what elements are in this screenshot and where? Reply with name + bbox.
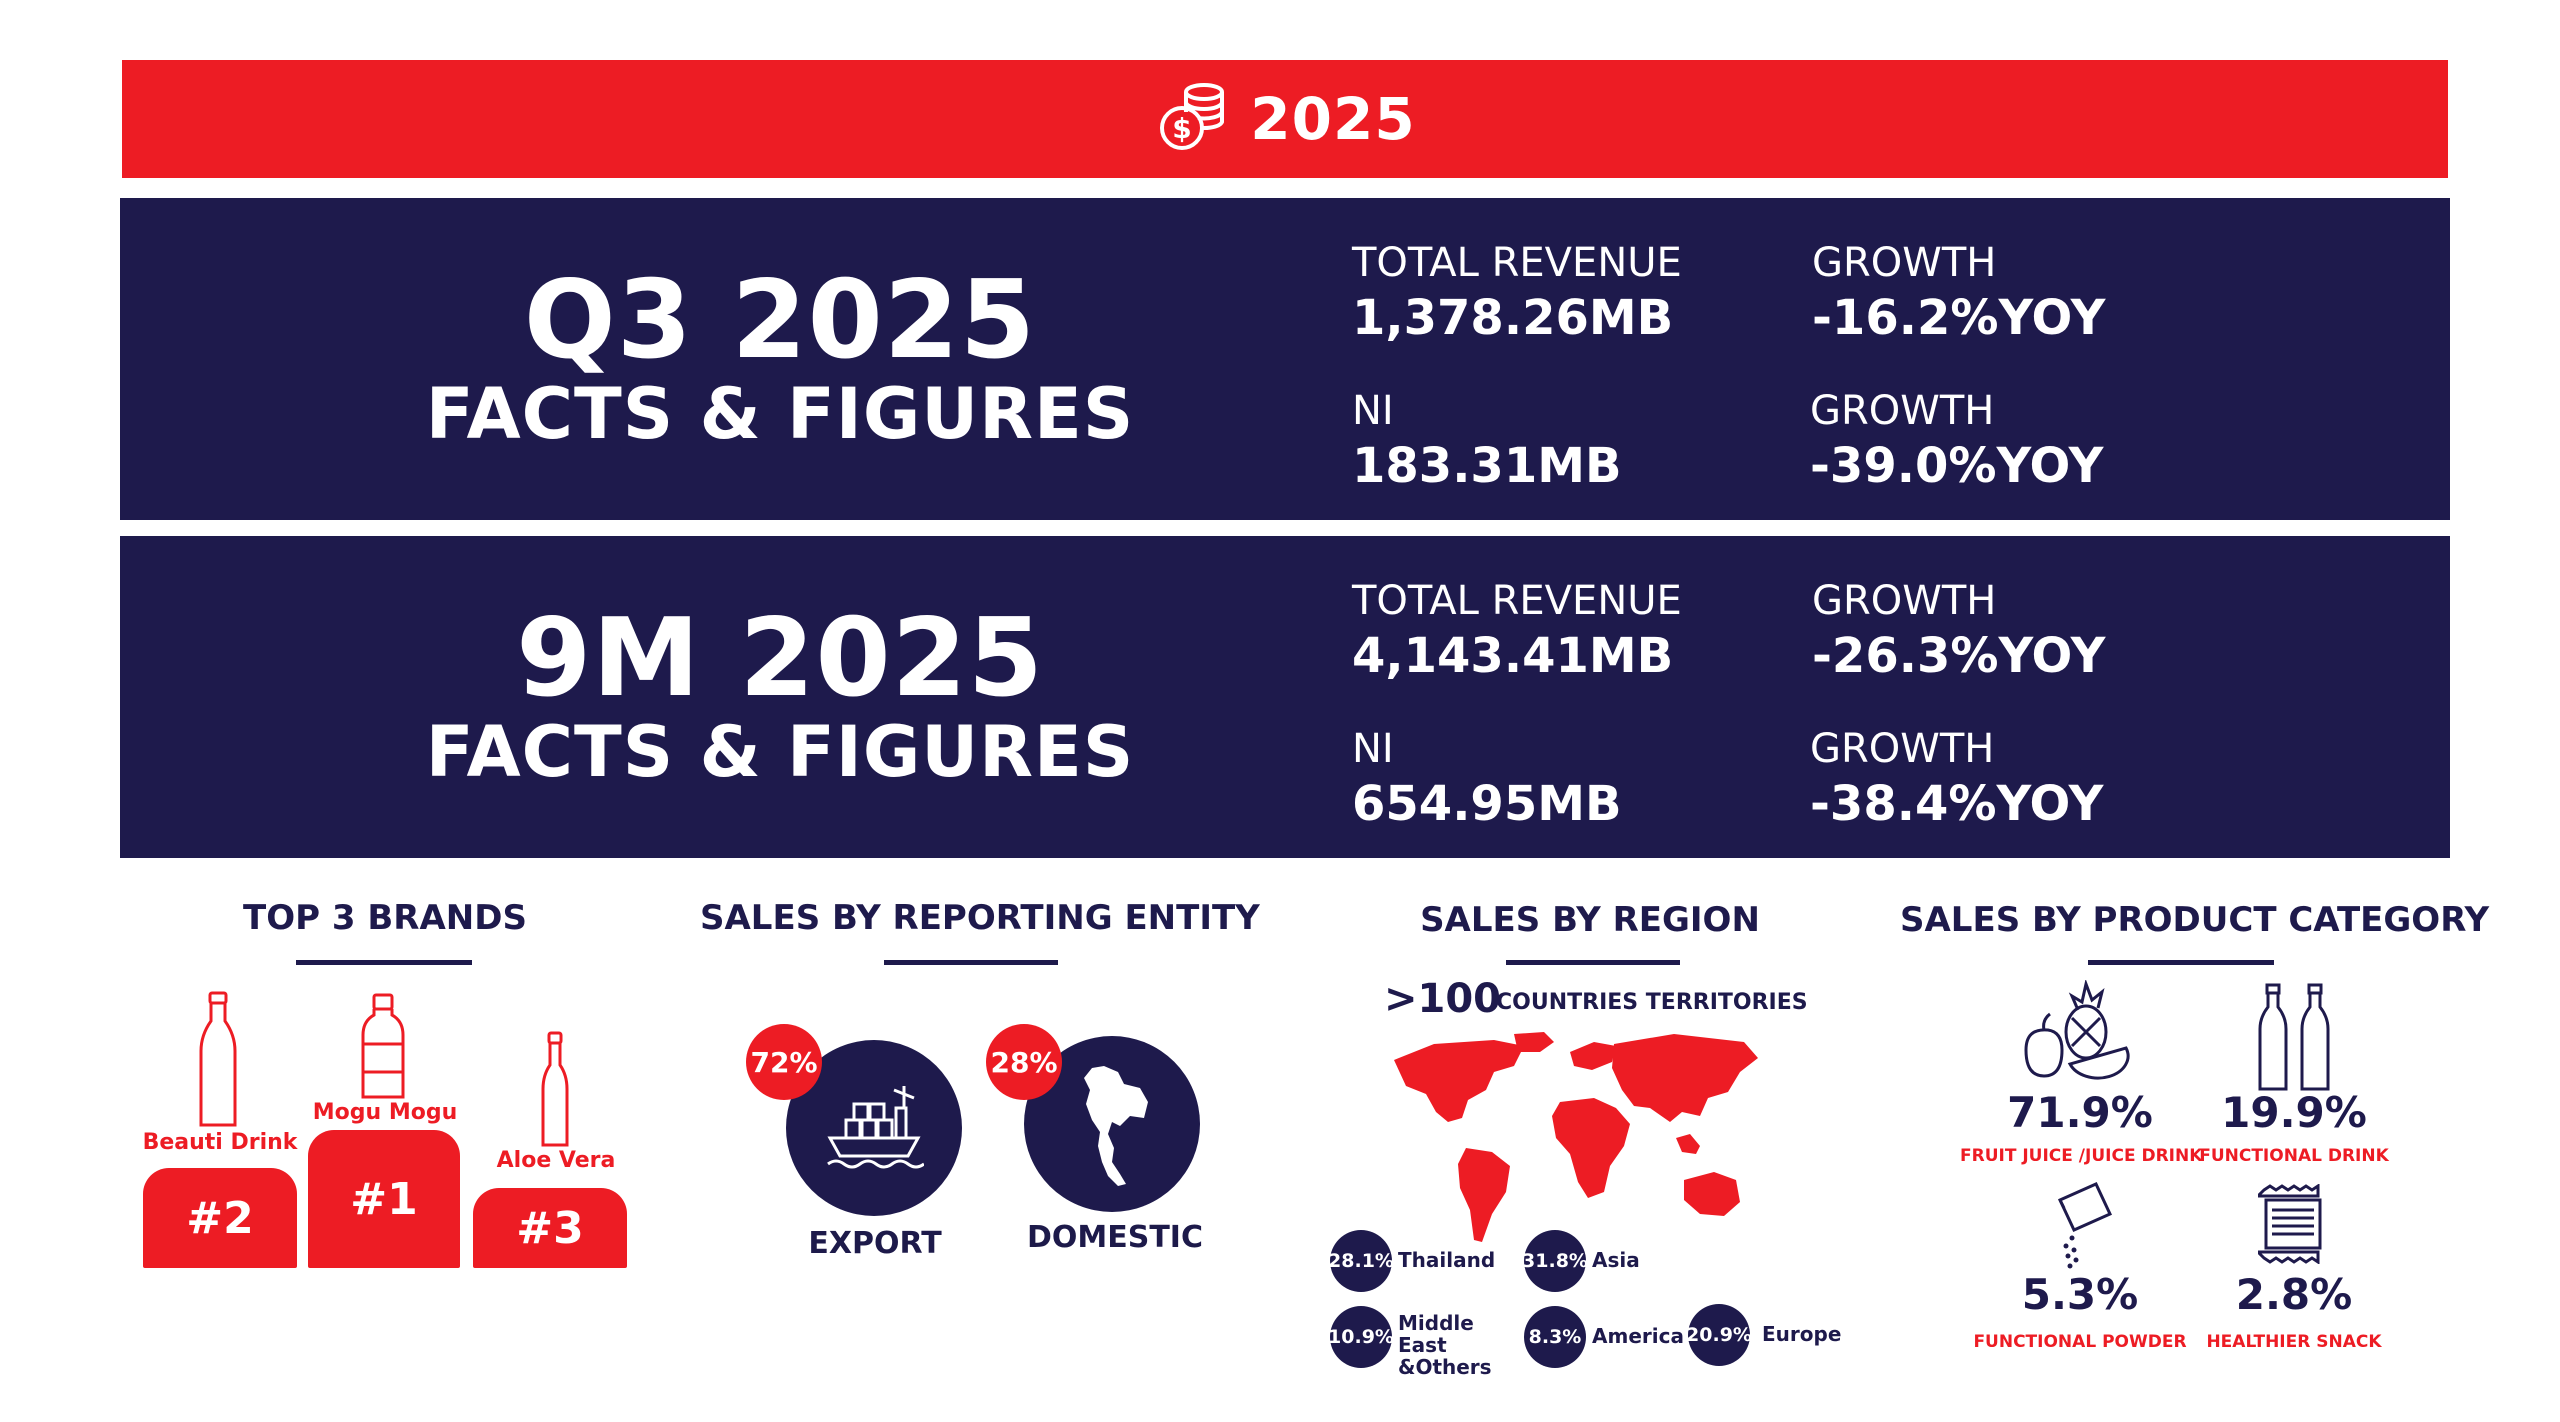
domestic-label: DOMESTIC xyxy=(1026,1220,1203,1255)
cargo-ship-icon xyxy=(824,1080,925,1174)
nine-month-ni-growth-label: GROWTH xyxy=(1810,726,1995,772)
podium-second: #2 xyxy=(143,1168,297,1268)
region-count: >100 xyxy=(1384,976,1502,1022)
coins-dollar-icon: $ xyxy=(1154,78,1232,160)
region-thailand-name: Thailand xyxy=(1398,1248,1496,1272)
reporting-entity-underline xyxy=(884,960,1058,965)
nine-month-title: 9M 2025 xyxy=(516,596,1044,721)
nine-month-revenue-label: TOTAL REVENUE xyxy=(1352,578,1682,624)
region-middle-east-pct-badge: 10.9% xyxy=(1328,1306,1394,1368)
bottles-icon xyxy=(2254,982,2334,1096)
export-pct: 72% xyxy=(750,1045,818,1079)
nine-month-revenue-growth-label: GROWTH xyxy=(1812,578,1997,624)
banner-year: 2025 xyxy=(1250,85,1416,153)
region-europe-pct-badge: 20.9% xyxy=(1686,1304,1752,1366)
podium-third: #3 xyxy=(473,1188,627,1268)
q3-revenue-label: TOTAL REVENUE xyxy=(1352,240,1682,286)
nine-month-ni-value: 654.95MB xyxy=(1352,776,1622,832)
brand-second-name: Beauti Drink xyxy=(142,1130,298,1155)
category-powder-pct: 5.3% xyxy=(2021,1270,2139,1319)
region-europe-name: Europe xyxy=(1762,1322,1842,1346)
beauti-drink-bottle-icon xyxy=(197,990,239,1134)
world-map xyxy=(1384,1030,1764,1254)
podium-first-rank: #1 xyxy=(350,1173,418,1225)
top-brands-underline xyxy=(296,960,472,965)
powder-sachet-icon xyxy=(2052,1180,2122,1274)
region-america-name: America xyxy=(1592,1324,1684,1348)
brand-first-name: Mogu Mogu xyxy=(312,1100,458,1125)
region-thailand-pct: 28.1% xyxy=(1328,1250,1394,1272)
export-label: EXPORT xyxy=(808,1226,942,1261)
nine-month-revenue-value: 4,143.41MB xyxy=(1352,628,1674,684)
region-middle-east-pct: 10.9% xyxy=(1328,1326,1394,1348)
region-america-pct-badge: 8.3% xyxy=(1524,1306,1586,1368)
region-asia-name: Asia xyxy=(1592,1248,1640,1272)
q3-title: Q3 2025 xyxy=(523,258,1037,383)
nine-month-ni-growth-value: -38.4%YOY xyxy=(1810,776,2104,832)
category-snack-label: HEALTHIER SNACK xyxy=(2206,1332,2382,1352)
podium-third-rank: #3 xyxy=(516,1202,584,1254)
product-category-underline xyxy=(2088,960,2274,965)
export-pct-badge: 72% xyxy=(746,1024,822,1100)
region-middle-east-name: Middle East &Others xyxy=(1398,1311,1492,1379)
q3-ni-label: NI xyxy=(1352,388,1394,434)
nine-month-subtitle: FACTS & FIGURES xyxy=(425,711,1135,793)
brand-third-name: Aloe Vera xyxy=(496,1148,616,1173)
product-category-title: SALES BY PRODUCT CATEGORY xyxy=(1900,900,2490,940)
top-brands-title: TOP 3 BRANDS xyxy=(243,898,527,938)
region-asia-pct: 31.8% xyxy=(1522,1250,1588,1272)
q3-subtitle: FACTS & FIGURES xyxy=(425,373,1135,455)
category-powder-label: FUNCTIONAL POWDER xyxy=(1973,1332,2187,1352)
category-fruit-label: FRUIT JUICE /JUICE DRINK xyxy=(1960,1146,2203,1166)
snack-bar-icon xyxy=(2254,1183,2328,1268)
domestic-pct-badge: 28% xyxy=(986,1024,1062,1100)
region-underline xyxy=(1506,960,1680,965)
svg-text:$: $ xyxy=(1173,112,1192,145)
fruit-icon xyxy=(2020,978,2130,1090)
region-count-label: COUNTRIES TERRITORIES xyxy=(1496,990,1808,1015)
q3-ni-growth-label: GROWTH xyxy=(1810,388,1995,434)
category-snack-pct: 2.8% xyxy=(2235,1270,2353,1319)
region-thailand-pct-badge: 28.1% xyxy=(1328,1230,1394,1292)
reporting-entity-title: SALES BY REPORTING ENTITY xyxy=(700,898,1260,938)
podium-first: #1 xyxy=(308,1130,460,1268)
region-america-pct: 8.3% xyxy=(1528,1326,1582,1348)
q3-revenue-value: 1,378.26MB xyxy=(1352,290,1674,346)
year-banner: $ 2025 xyxy=(122,60,2448,178)
aloe-vera-bottle-icon xyxy=(540,1030,570,1154)
nine-month-revenue-growth-value: -26.3%YOY xyxy=(1812,628,2106,684)
category-functional-drink-label: FUNCTIONAL DRINK xyxy=(2199,1146,2389,1166)
nine-month-ni-label: NI xyxy=(1352,726,1394,772)
podium-second-rank: #2 xyxy=(186,1192,254,1244)
nine-month-facts-panel: 9M 2025 FACTS & FIGURES TOTAL REVENUE 4,… xyxy=(120,536,2450,858)
thailand-map-icon xyxy=(1074,1064,1154,1194)
q3-ni-growth-value: -39.0%YOY xyxy=(1810,438,2104,494)
domestic-pct: 28% xyxy=(990,1045,1058,1079)
category-fruit-pct: 71.9% xyxy=(2007,1088,2153,1137)
region-title: SALES BY REGION xyxy=(1420,900,1760,940)
region-asia-pct-badge: 31.8% xyxy=(1522,1230,1588,1292)
q3-ni-value: 183.31MB xyxy=(1352,438,1622,494)
q3-revenue-growth-label: GROWTH xyxy=(1812,240,1997,286)
q3-revenue-growth-value: -16.2%YOY xyxy=(1812,290,2106,346)
category-functional-drink-pct: 19.9% xyxy=(2221,1088,2367,1137)
q3-facts-panel: Q3 2025 FACTS & FIGURES TOTAL REVENUE 1,… xyxy=(120,198,2450,520)
region-europe-pct: 20.9% xyxy=(1686,1324,1752,1346)
mogu-mogu-bottle-icon xyxy=(359,992,407,1106)
